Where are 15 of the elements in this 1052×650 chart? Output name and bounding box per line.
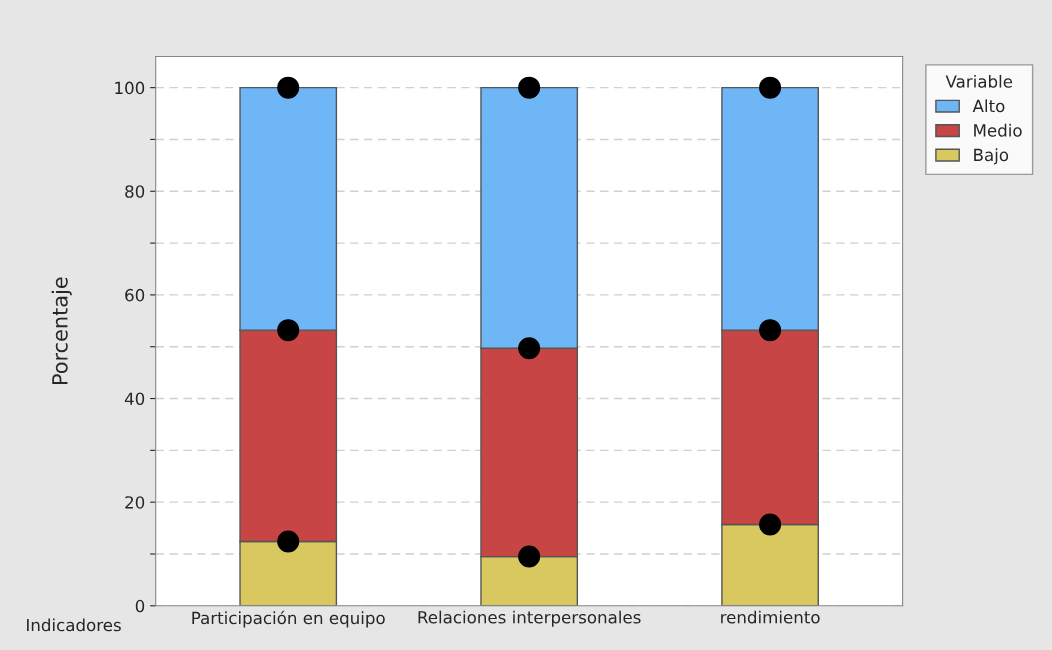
y-tick-label: 20 [125,496,145,509]
x-tick-label: Participación en equipo [192,610,385,628]
x-axis-title: Indicadores [27,618,121,632]
y-tick-label: 0 [135,599,145,613]
y-tick-label: 60 [125,288,145,302]
y-axis-title: Porcentaje [51,277,72,384]
y-tick-label: 100 [115,81,145,95]
legend-title: Variable [945,74,1013,88]
legend-label: Alto [972,99,1005,113]
y-tick-label: 80 [125,185,145,198]
x-tick-label: rendimiento [721,610,820,624]
y-tick-label: 40 [124,392,145,406]
legend-label: Bajo [974,148,1009,165]
legend-label: Medio [974,123,1022,137]
x-tick-label: Relaciones interpersonales [418,610,641,627]
